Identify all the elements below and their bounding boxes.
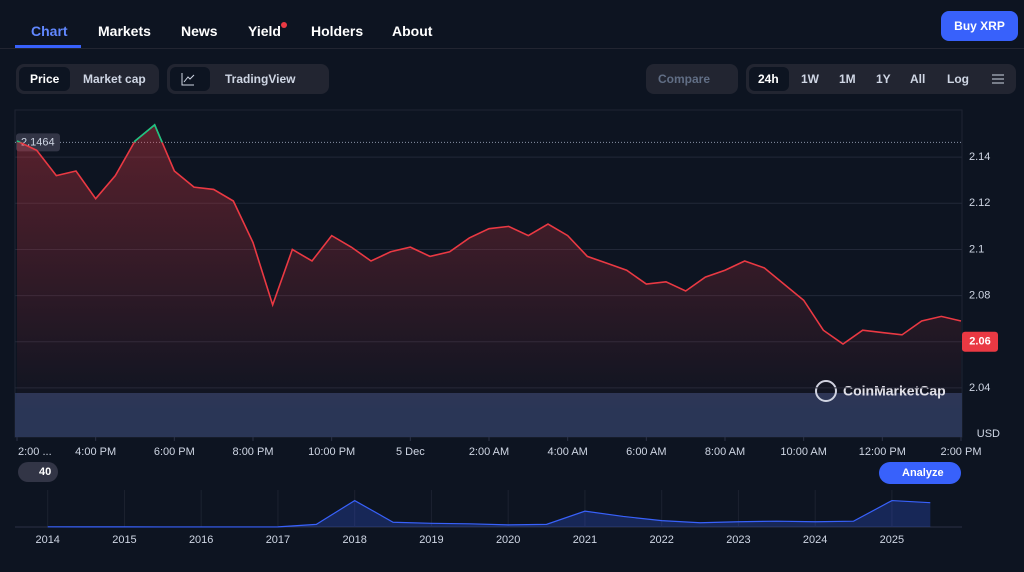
volume-band — [15, 393, 962, 437]
analyze-label: Analyze — [902, 467, 944, 479]
toggle-active — [749, 67, 789, 91]
tab[interactable]: News — [181, 23, 218, 39]
alerts-count: 40 — [39, 466, 51, 478]
range[interactable]: 1W — [801, 72, 819, 86]
range[interactable]: 1M — [839, 72, 856, 86]
x-tick-label: 6:00 PM — [154, 446, 195, 458]
y-tick-label: 2.1 — [969, 243, 984, 255]
x-tick-label: 2:00 AM — [469, 446, 509, 458]
plot-frame — [14, 109, 963, 438]
y-tick-label: 2.08 — [969, 290, 990, 302]
y-tick-label: 2.04 — [969, 382, 990, 394]
x-tick-label: 4:00 PM — [75, 446, 116, 458]
tab-underline — [15, 45, 81, 48]
range[interactable]: All — [910, 72, 926, 86]
overview-tick-label: 2018 — [342, 534, 366, 546]
overview-line — [47, 499, 931, 528]
price-line — [16, 123, 962, 346]
line-icon[interactable] — [181, 72, 195, 86]
currency-label: USD — [977, 428, 1000, 440]
compare-button[interactable]: Compare — [646, 64, 738, 94]
overview-tick-label: 2016 — [189, 534, 213, 546]
view-toggle: Price Market cap — [16, 64, 159, 94]
y-tick-label: 2.14 — [969, 151, 990, 163]
tab[interactable]: Chart — [31, 23, 68, 39]
tab[interactable]: Holders — [311, 23, 364, 39]
y-tick-label: 2.12 — [969, 197, 990, 209]
overview-area — [47, 500, 931, 527]
buy-button[interactable]: Buy XRP — [941, 11, 1018, 41]
last-price-label: 2.06 — [969, 336, 990, 348]
overview-tick-label: 2015 — [112, 534, 136, 546]
watermark: CoinMarketCap — [815, 380, 946, 402]
analyze-button[interactable] — [879, 462, 961, 484]
overview-tick-label: 2020 — [496, 534, 520, 546]
price-line-above — [16, 123, 164, 143]
reference-badge — [16, 133, 60, 152]
overview-tick-label: 2014 — [35, 534, 59, 546]
x-tick-label: 4:00 AM — [547, 446, 587, 458]
tab[interactable]: Yield — [248, 23, 281, 39]
overview-tick-label: 2024 — [803, 534, 827, 546]
overview-tick-label: 2022 — [649, 534, 673, 546]
watermark-text: CoinMarketCap — [843, 383, 946, 399]
x-tick-label: 2:00 PM — [941, 446, 982, 458]
overview-tick-label: 2025 — [880, 534, 904, 546]
price-area — [17, 124, 961, 411]
compare-label: Compare — [658, 72, 711, 86]
x-tick-label: 6:00 AM — [626, 446, 666, 458]
x-tick-label: 2:00 ... — [18, 446, 52, 458]
settings-icon[interactable] — [991, 72, 1005, 86]
alerts-button[interactable] — [18, 462, 58, 482]
x-tick-label: 8:00 AM — [705, 446, 745, 458]
tab[interactable]: Markets — [98, 23, 151, 39]
range[interactable]: Log — [947, 72, 969, 86]
toggle-active — [19, 67, 70, 91]
toggle[interactable]: Market cap — [83, 72, 146, 86]
x-tick-label: 12:00 PM — [859, 446, 906, 458]
overview-tick-label: 2023 — [726, 534, 750, 546]
last-price-badge — [962, 331, 998, 352]
overview-tick-label: 2017 — [266, 534, 290, 546]
tab-bar: Chart Markets News Yield Holders About B… — [0, 0, 1024, 49]
tab[interactable]: About — [392, 23, 433, 39]
toggle[interactable]: TradingView — [225, 72, 296, 86]
x-tick-label: 10:00 AM — [780, 446, 826, 458]
overview-tick-label: 2021 — [573, 534, 597, 546]
range[interactable]: 1Y — [876, 72, 891, 86]
overview-tick-label: 2019 — [419, 534, 443, 546]
reference-label: 2.1464 — [21, 136, 55, 148]
range[interactable]: 24h — [758, 72, 779, 86]
badge-dot — [281, 22, 287, 28]
x-tick-label: 5 Dec — [396, 446, 425, 458]
y-tick-label: 2.06 — [969, 336, 990, 348]
toggle[interactable]: Price — [30, 72, 60, 86]
chart-toggle: TradingView — [167, 64, 329, 94]
x-tick-label: 10:00 PM — [308, 446, 355, 458]
x-tick-label: 8:00 PM — [233, 446, 274, 458]
range-selector: 24h 1W 1M 1Y All Log — [746, 64, 1016, 94]
